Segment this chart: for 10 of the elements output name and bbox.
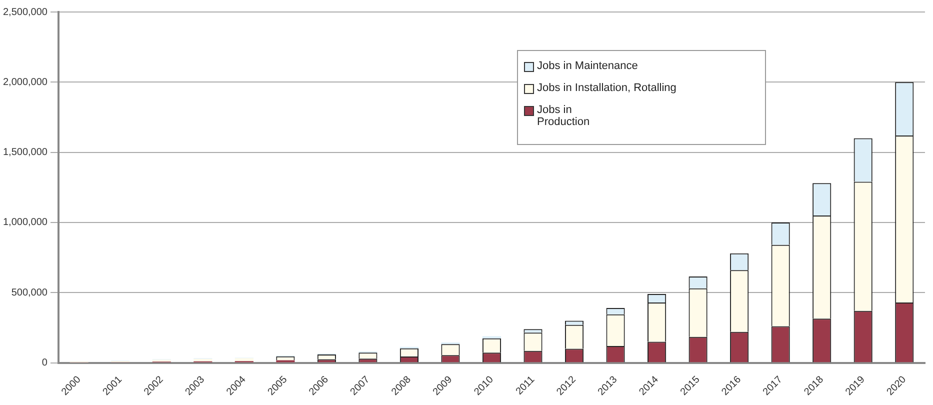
y-tick-label: 1,500,000 <box>2 147 48 158</box>
legend-label: Jobs in Maintenance <box>537 60 639 72</box>
y-tick-label: 2,000,000 <box>2 76 48 88</box>
legend-label: Jobs in Installation, Rotalling <box>537 82 678 94</box>
bar <box>194 358 212 362</box>
y-tick-label: 2,500,000 <box>2 6 48 18</box>
y-tick-label: 1,000,000 <box>2 217 48 228</box>
legend-label: Jobs in Production <box>537 104 591 128</box>
y-tick-label: 500,000 <box>11 287 48 298</box>
y-tick-label: 0 <box>42 358 48 369</box>
